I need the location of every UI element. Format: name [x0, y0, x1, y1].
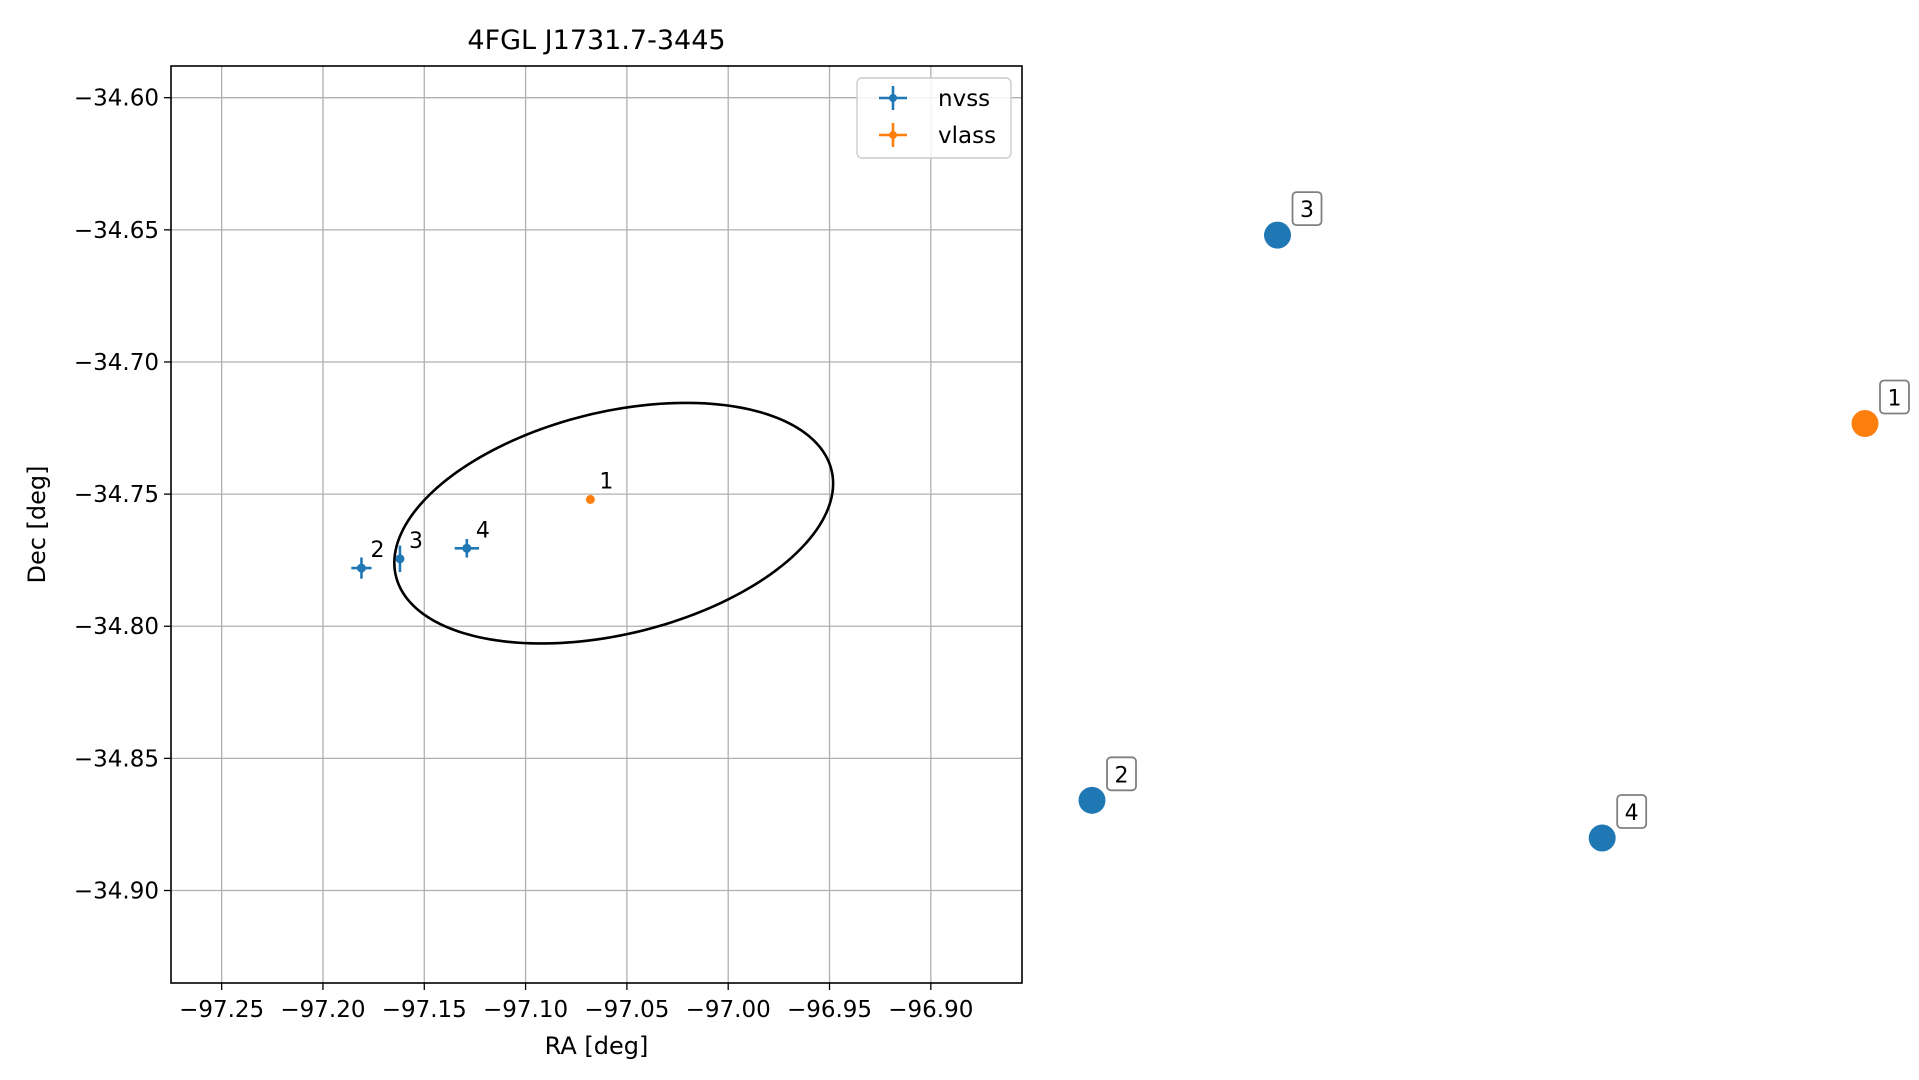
point-label: 3 [409, 529, 423, 554]
side-marker [1078, 786, 1106, 814]
y-tick-label: −34.85 [74, 746, 159, 772]
y-tick-label: −34.70 [74, 350, 159, 376]
side-label-box [1616, 794, 1648, 829]
data-point [395, 554, 405, 564]
side-label: 3 [1300, 198, 1314, 223]
side-source-3: 3 [1264, 191, 1323, 249]
side-label: 2 [1115, 763, 1129, 788]
legend: nvss vlass [856, 77, 1012, 159]
nvss-source-3: 3 [395, 529, 423, 573]
side-marker [1851, 410, 1879, 438]
data-point [585, 494, 595, 504]
y-tick-label: −34.65 [74, 218, 159, 244]
legend-entries: nvss vlass [879, 86, 996, 149]
data-point [356, 563, 366, 573]
y-tick-label: −34.80 [74, 614, 159, 640]
x-tick-label: −97.00 [686, 997, 771, 1023]
x-tick-label: −96.95 [787, 997, 872, 1023]
localization-ellipse [393, 401, 835, 645]
x-tick-label: −97.20 [280, 997, 365, 1023]
localization-ellipse-layer [393, 401, 835, 645]
x-axis-label: RA [deg] [545, 1032, 649, 1060]
point-label: 4 [476, 518, 490, 543]
legend-marker-dot [889, 94, 897, 102]
x-tick-label: −97.15 [382, 997, 467, 1023]
legend-label: nvss [938, 86, 990, 112]
plot-frame [170, 65, 1023, 984]
side-label-box [1106, 756, 1137, 792]
side-label-box [1291, 191, 1323, 227]
point-label: 1 [599, 469, 613, 494]
side-marker [1588, 824, 1616, 852]
y-axis-label: Dec [deg] [23, 465, 51, 583]
y-tick-label: −34.75 [74, 482, 159, 508]
grid-lines [171, 66, 1022, 983]
vlass-source-1: 1 [585, 469, 613, 504]
y-tick-label: −34.90 [74, 879, 159, 905]
legend-entry-nvss: nvss [879, 86, 990, 112]
data-points-layer: 2 3 4 1 [351, 469, 613, 579]
side-label: 1 [1888, 387, 1902, 412]
x-tick-label: −96.90 [888, 997, 973, 1023]
x-tick-label: −97.25 [179, 997, 264, 1023]
side-marker [1264, 221, 1292, 249]
side-source-1: 1 [1851, 379, 1910, 438]
nvss-source-2: 2 [351, 538, 384, 579]
source-markers-panel: 3 1 2 4 [1078, 191, 1910, 852]
side-label-box [1879, 379, 1910, 415]
point-label: 2 [370, 538, 384, 563]
x-tick-label: −97.10 [483, 997, 568, 1023]
y-tick-label: −34.60 [74, 86, 159, 112]
legend-marker-dot [889, 131, 897, 139]
x-axis-ticks: −97.25 −97.20 −97.15 −97.10 −97.05 −97.00 −96.… [179, 983, 973, 1023]
x-tick-label: −97.05 [584, 997, 669, 1023]
side-source-2: 2 [1078, 756, 1137, 814]
side-label: 4 [1625, 801, 1639, 826]
side-source-4: 4 [1588, 794, 1648, 852]
nvss-source-4: 4 [454, 518, 490, 558]
data-point [462, 543, 472, 553]
y-axis-ticks: −34.60 −34.65 −34.70 −34.75 −34.80 −34.85 −34.… [74, 86, 171, 905]
chart-title: 4FGL J1731.7-3445 [467, 25, 725, 56]
legend-label: vlass [938, 123, 996, 149]
legend-entry-vlass: vlass [879, 123, 996, 149]
